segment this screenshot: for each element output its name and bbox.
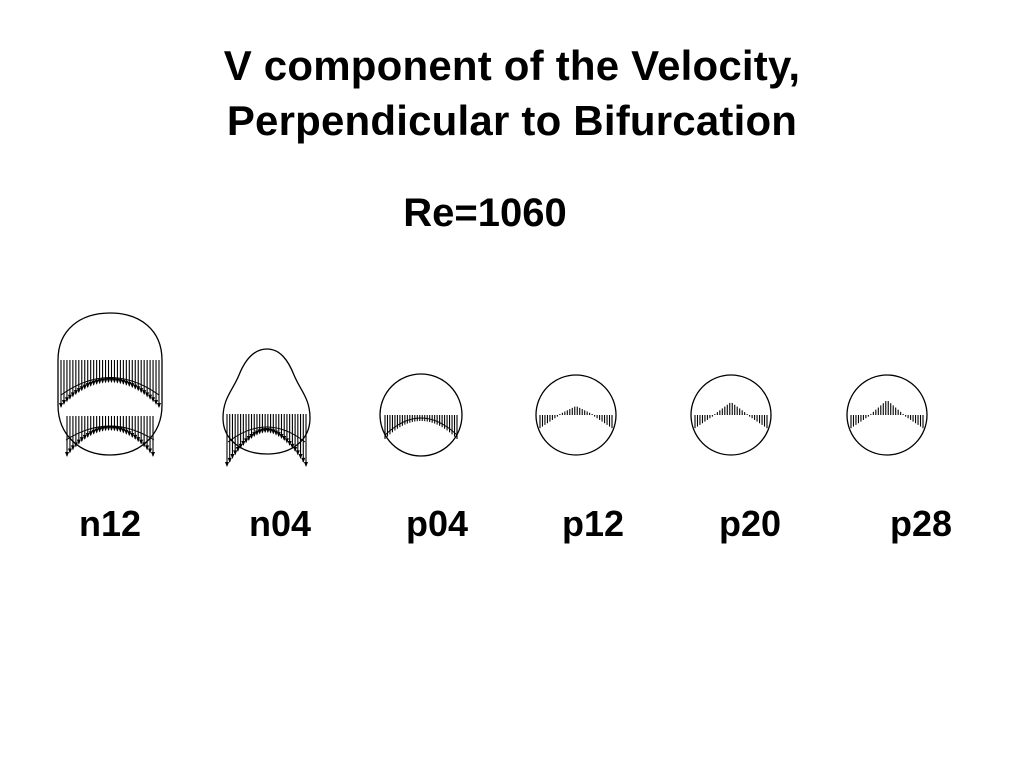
title: V component of the Velocity, Perpendicul…: [0, 38, 1024, 148]
section-outline: [222, 348, 311, 455]
profile-p04: [379, 373, 463, 457]
profile-p12: [535, 374, 617, 456]
subtitle: Re=1060: [403, 191, 567, 235]
profile-n04: [222, 348, 311, 467]
slice-label-n12: n12: [78, 503, 142, 544]
profile-n12: [57, 312, 163, 457]
slice-label-n04: n04: [248, 503, 312, 544]
section-outline: [379, 373, 463, 457]
slice-label-p28: p28: [889, 503, 953, 544]
section-outline: [57, 312, 163, 456]
section-outline: [535, 374, 617, 456]
slice-label-p04: p04: [405, 503, 469, 544]
title-line-2: Perpendicular to Bifurcation: [226, 97, 798, 144]
profile-p28: [846, 374, 928, 456]
slice-label-p12: p12: [561, 503, 625, 544]
slice-label-p20: p20: [718, 503, 782, 544]
section-outline: [846, 374, 928, 456]
section-outline: [690, 374, 772, 456]
title-line-1: V component of the Velocity,: [223, 42, 801, 89]
profile-p20: [690, 374, 772, 456]
